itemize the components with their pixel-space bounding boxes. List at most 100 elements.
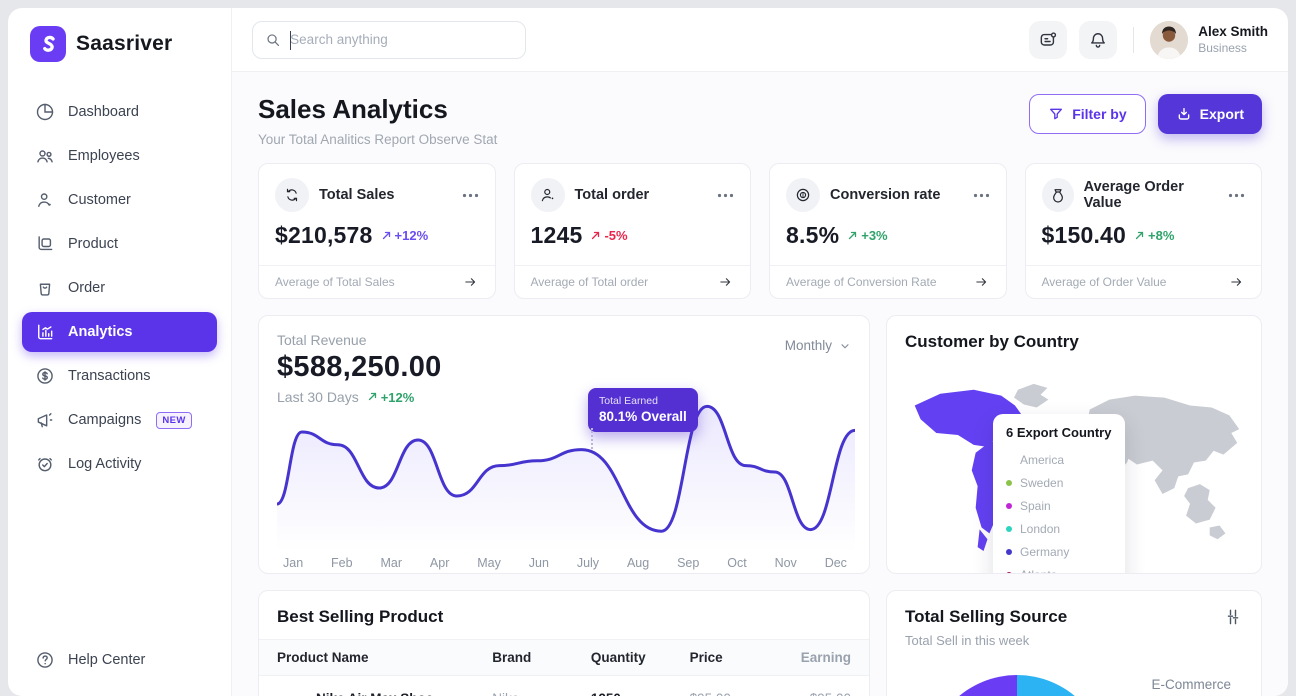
x-tick-label: Nov: [774, 556, 797, 570]
total-revenue-card: Total Revenue $588,250.00 Last 30 Days +…: [258, 315, 870, 574]
x-tick-label: Feb: [331, 556, 353, 570]
customer-by-country-card: Customer by Country: [886, 315, 1262, 574]
sidebar-item-log-activity[interactable]: Log Activity: [22, 444, 217, 484]
stat-footer-link[interactable]: Average of Total Sales: [259, 265, 495, 298]
x-tick-label: Apr: [429, 556, 450, 570]
legend-label: E-Commerce: [1151, 677, 1231, 692]
bell-icon: [1091, 32, 1106, 48]
notifications-button[interactable]: [1079, 20, 1118, 59]
brand-logo[interactable]: Saasriver: [8, 26, 231, 62]
more-options-icon[interactable]: [717, 193, 734, 198]
x-tick-label: Oct: [727, 556, 747, 570]
selling-source-pie-chart[interactable]: [927, 675, 1107, 696]
period-dropdown-value: Monthly: [784, 338, 832, 353]
user-menu[interactable]: Alex Smith Business: [1150, 20, 1268, 59]
filter-by-button[interactable]: Filter by: [1029, 94, 1146, 134]
stat-card-average-order-value: Average Order Value $150.40 +8% Average …: [1024, 163, 1262, 299]
product-brand: Nike: [492, 691, 591, 696]
stat-value: $210,578: [275, 222, 373, 248]
stat-card-total-sales: Total Sales $210,578 +12% Average of Tot…: [258, 163, 496, 299]
source-card-subtitle: Total Sell in this week: [905, 633, 1030, 648]
table-row[interactable]: Nike Air Max Shoe Nike 1250 $95.00 $95.0…: [259, 676, 869, 696]
chart-tooltip: Total Earned 80.1% Overall: [588, 388, 698, 432]
more-options-icon[interactable]: [973, 193, 990, 198]
filter-by-label: Filter by: [1072, 106, 1127, 122]
stat-card-total-order: Total order 1245 -5% Average of Total or…: [513, 163, 751, 299]
sidebar-item-help-center[interactable]: Help Center: [22, 640, 217, 680]
more-options-icon[interactable]: [1228, 193, 1245, 198]
saasriver-logo-icon: [30, 26, 66, 62]
stat-label: Average Order Value: [1083, 179, 1184, 211]
export-country-title: 6 Export Country: [1006, 425, 1112, 440]
currency-cycle-icon: [275, 178, 309, 212]
sidebar-item-label: Help Center: [68, 652, 146, 668]
country-item: America: [1006, 448, 1112, 471]
search-box[interactable]: [252, 20, 526, 59]
sidebar-item-label: Employees: [68, 148, 140, 164]
trend-up-icon: [592, 231, 600, 239]
sliders-icon[interactable]: [1223, 607, 1243, 627]
delta-badge: +8%: [1134, 228, 1174, 243]
sidebar-item-transactions[interactable]: Transactions: [22, 356, 217, 396]
stat-footer-link[interactable]: Average of Total order: [514, 265, 750, 298]
stat-label: Total Sales: [319, 187, 395, 203]
country-dot: [1006, 479, 1012, 486]
country-dot: [1006, 525, 1012, 532]
sidebar-item-dashboard[interactable]: Dashboard: [22, 92, 217, 132]
country-dot: [1006, 502, 1012, 509]
export-button[interactable]: Export: [1157, 94, 1262, 134]
user-plus-icon: [530, 178, 565, 212]
stat-footer-link[interactable]: Average of Conversion Rate: [770, 265, 1006, 298]
world-map[interactable]: 6 Export Country America Sweden Spain Londo…: [897, 364, 1251, 573]
sidebar-item-employees[interactable]: Employees: [22, 136, 217, 176]
tooltip-label: Total Earned: [599, 395, 658, 407]
column-price: Price: [689, 650, 723, 665]
revenue-period: Last 30 Days: [277, 389, 359, 405]
message-icon: [1040, 31, 1057, 46]
sidebar-item-customer[interactable]: Customer: [22, 180, 217, 220]
sidebar-item-product[interactable]: Product: [22, 224, 217, 264]
sidebar-item-label: Dashboard: [68, 104, 139, 120]
arrow-right-icon: [975, 278, 986, 286]
tooltip-value: 80.1% Overall: [599, 409, 687, 424]
country-item: Germany: [1006, 540, 1112, 563]
revenue-value: $588,250.00: [277, 351, 442, 383]
more-options-icon[interactable]: [462, 193, 479, 198]
sidebar-item-label: Analytics: [68, 324, 133, 340]
country-item: Atlanta: [1006, 563, 1112, 574]
arrow-right-icon: [720, 278, 731, 286]
product-image: [277, 688, 307, 696]
country-name: Atlanta: [1020, 568, 1057, 574]
download-icon: [1178, 107, 1190, 120]
feedback-button[interactable]: [1029, 20, 1068, 59]
product-price: $95.00: [690, 691, 780, 696]
revenue-delta: +12%: [367, 390, 414, 405]
money-bag-icon: [1041, 178, 1074, 212]
stat-value: 1245: [530, 222, 583, 248]
country-name: London: [1020, 521, 1061, 536]
stat-label: Conversion rate: [830, 187, 941, 203]
x-tick-label: Mar: [380, 556, 403, 570]
period-dropdown[interactable]: Monthly: [785, 338, 851, 353]
search-input[interactable]: [290, 32, 513, 47]
x-tick-label: Dec: [824, 556, 847, 570]
revenue-line-chart[interactable]: [277, 392, 855, 552]
country-list: America Sweden Spain London Germany Atlanta: [1006, 448, 1112, 574]
sidebar-item-order[interactable]: Order: [22, 268, 217, 308]
stat-footer-label: Average of Order Value: [1041, 275, 1167, 289]
country-item: London: [1006, 517, 1112, 540]
divider: [1133, 26, 1135, 53]
sidebar-item-campaigns[interactable]: Campaigns NEW: [22, 400, 217, 440]
stat-footer-label: Average of Total Sales: [275, 275, 395, 289]
country-item: Spain: [1006, 494, 1112, 517]
table-header: Product Name Brand Quantity Price Earnin…: [259, 639, 869, 676]
column-quantity: Quantity: [590, 650, 646, 665]
stat-footer-link[interactable]: Average of Order Value: [1025, 265, 1261, 298]
sidebar-item-label: Transactions: [68, 368, 151, 384]
sidebar-item-analytics[interactable]: Analytics: [22, 312, 217, 352]
delta-badge: +12%: [381, 228, 428, 243]
column-brand: Brand: [492, 650, 532, 665]
stat-value: $150.40: [1041, 222, 1127, 248]
sidebar-item-label: Customer: [68, 192, 131, 208]
column-product-name: Product Name: [277, 650, 369, 665]
